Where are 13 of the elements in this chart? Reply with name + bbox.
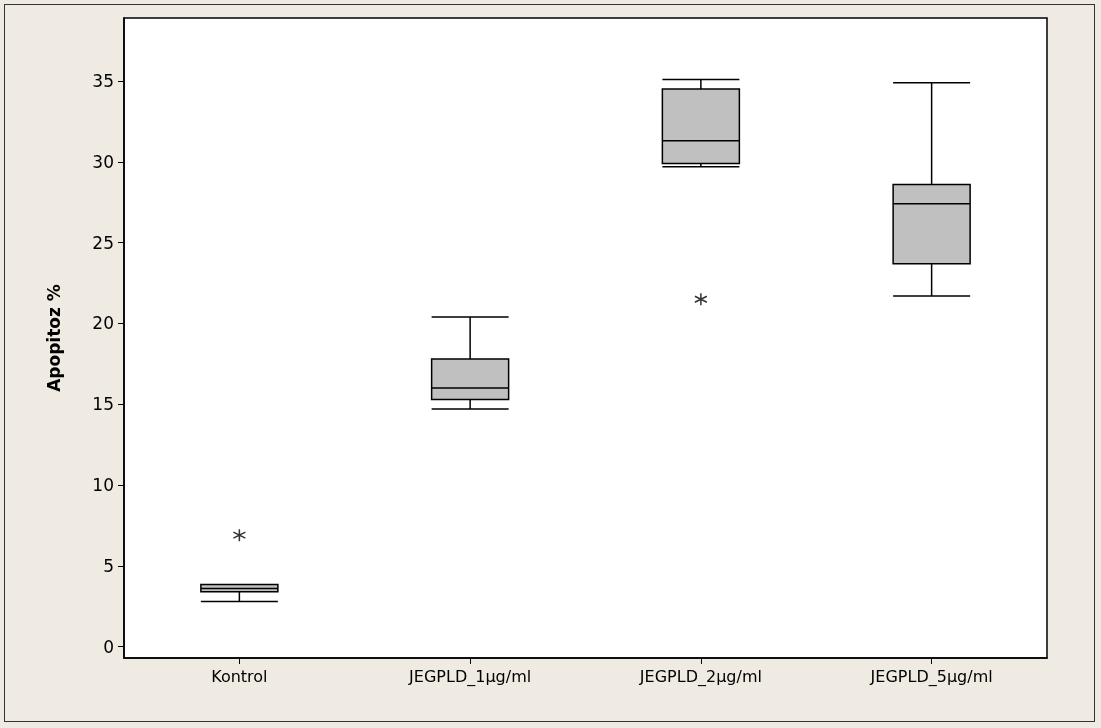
x-tick-label: JEGPLD_1µg/ml [408, 666, 532, 687]
y-tick-label: 20 [92, 313, 114, 334]
y-tick-label: 5 [103, 555, 114, 576]
x-tick-label: Kontrol [211, 666, 268, 686]
y-axis-title: Apopitoz % [43, 284, 64, 392]
y-tick-label: 30 [92, 151, 114, 172]
x-tick-label: JEGPLD_5µg/ml [869, 666, 993, 687]
y-tick-label: 0 [103, 636, 114, 657]
y-tick-label: 15 [92, 394, 114, 415]
x-tick-label: JEGPLD_2µg/ml [638, 666, 762, 687]
y-tick-label: 10 [92, 475, 114, 496]
y-tick-label: 25 [92, 232, 114, 253]
y-tick-label: 35 [92, 71, 114, 92]
